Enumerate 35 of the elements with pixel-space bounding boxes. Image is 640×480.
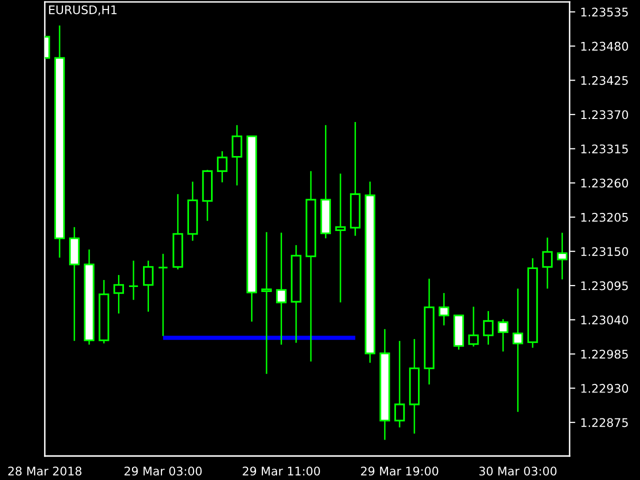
- y-tick-label: 1.23315: [581, 144, 628, 154]
- y-tick-label: 1.23425: [581, 76, 628, 85]
- y-tick-label: 1.22930: [581, 384, 628, 393]
- y-tick-label: 1.23040: [581, 316, 628, 324]
- y-tick-label: 1.23480: [581, 42, 628, 51]
- candlestick: [128, 260, 139, 301]
- chart-title: EURUSD,H1: [49, 5, 117, 16]
- x-tick-label: 29 Mar 11:00: [242, 466, 320, 476]
- candlestick: [216, 150, 228, 184]
- x-tick-label: 30 Mar 03:00: [479, 466, 556, 476]
- candlestick: [113, 274, 124, 314]
- y-tick-label: 1.23535: [581, 8, 628, 17]
- candlestick: [143, 260, 154, 312]
- x-tick-label: 29 Mar 03:00: [124, 466, 202, 476]
- candlestick: [261, 231, 272, 375]
- candlestick: [158, 253, 168, 337]
- y-tick-label: 1.23205: [581, 212, 628, 222]
- candlestick: [468, 306, 479, 348]
- candlestick: [335, 172, 346, 304]
- y-tick-label: 1.22985: [581, 350, 628, 359]
- y-tick-label: 1.23095: [581, 281, 628, 290]
- candlestick: [438, 292, 450, 326]
- y-tick-label: 1.23150: [581, 247, 628, 256]
- candlestick: [394, 340, 405, 428]
- y-tick-label: 1.23370: [581, 110, 628, 120]
- candlestick: [542, 236, 553, 290]
- candlestick: [276, 232, 287, 346]
- y-tick-label: 1.23260: [581, 178, 628, 188]
- candlestick: [232, 124, 242, 186]
- candlestick: [512, 288, 524, 413]
- x-tick-label: 29 Mar 19:00: [361, 466, 438, 476]
- candlestick: [483, 310, 494, 346]
- candlestick: [498, 318, 508, 352]
- x-tick-label: 28 Mar 2018: [8, 466, 82, 476]
- y-tick-label: 1.22875: [581, 418, 628, 428]
